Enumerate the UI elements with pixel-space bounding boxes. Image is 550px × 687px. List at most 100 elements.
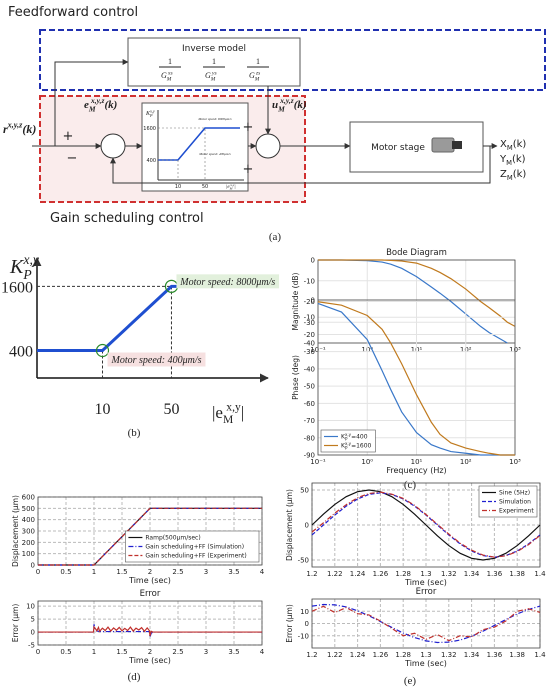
legend-label: Experiment — [499, 508, 534, 515]
schedule-line — [37, 284, 215, 353]
series-line — [311, 491, 541, 558]
x-axis-label: Time (sec) — [404, 659, 447, 668]
label-sup: zs — [255, 70, 260, 76]
x-tick-label: 3.5 — [228, 568, 239, 576]
annotation-bg — [176, 274, 280, 289]
y-tick-label: -50 — [304, 383, 315, 391]
sign: − — [67, 151, 78, 166]
label-sup: x,y — [226, 400, 241, 413]
signal-label: eMx,y,z(k) — [84, 96, 117, 113]
fraction-num: 1 — [256, 57, 260, 66]
x-tick-label: 2.5 — [172, 568, 183, 576]
y-tick-label: -20 — [304, 298, 315, 306]
label-base: r — [3, 122, 8, 136]
label-tail: (k) — [294, 99, 307, 111]
x-tick-label: 1 — [92, 648, 96, 656]
x-tick-label: 1.24 — [350, 570, 366, 578]
label-sub: P — [345, 446, 348, 451]
x-tick-label: 1.28 — [395, 651, 411, 659]
label-tail: | — [241, 403, 244, 422]
y-tick-label: 300 — [22, 528, 35, 536]
x-tick-label: 0.5 — [60, 648, 71, 656]
x-tick-label: 1.22 — [327, 651, 343, 659]
gain-label: Gain scheduling control — [50, 211, 204, 226]
y-tick-label: -30 — [304, 348, 315, 356]
label-sub: M — [229, 187, 233, 191]
label-sub: M — [88, 104, 96, 113]
signal — [54, 59, 129, 146]
x-tick-label: 1.5 — [116, 648, 127, 656]
x-tick-label: 1.34 — [464, 570, 480, 578]
label-sub: P — [345, 437, 348, 442]
chart-title: Error — [140, 589, 161, 599]
label-tail: | — [234, 185, 235, 190]
x-axis-label: Time (sec) — [128, 576, 171, 585]
y-tick-label: 400 — [9, 344, 33, 361]
y-tick-label: -50 — [298, 557, 309, 565]
label-base: K — [9, 256, 25, 278]
x-tick-label: 1.3 — [420, 570, 431, 578]
label-sub: P — [22, 267, 31, 282]
y-tick-label: 0 — [305, 522, 309, 530]
x-tick-label: 1.26 — [373, 570, 389, 578]
legend-label: Gain scheduling+FF (Experiment) — [145, 553, 246, 560]
x-tick-label: 1.38 — [509, 651, 525, 659]
x-tick-label: 0.5 — [60, 568, 71, 576]
label-sub: M — [210, 76, 216, 82]
label-base: K — [341, 443, 346, 450]
label-sup: ys — [211, 70, 217, 76]
label-sub: M — [254, 76, 260, 82]
x-tick-label: 0 — [36, 568, 40, 576]
label-tail: (k) — [513, 139, 527, 150]
y-tick-label: -10 — [304, 314, 315, 322]
label-base: X — [500, 139, 507, 150]
legend-label: Ramp(500μm/sec) — [145, 535, 200, 542]
label-base: K — [341, 434, 346, 441]
label-base: Z — [500, 169, 507, 180]
label-base: |e — [226, 185, 230, 190]
series-line — [318, 259, 508, 344]
legend-label: Simulation — [499, 499, 531, 506]
legend-label: Gain scheduling+FF (Simulation) — [145, 544, 244, 551]
label-tail: (k) — [513, 169, 527, 180]
x-tick-label: 1.3 — [420, 651, 431, 659]
x-tick-label: 2 — [148, 568, 152, 576]
x-tick-label: 3 — [204, 648, 208, 656]
fraction-den: GMzs — [249, 70, 260, 82]
feedforward-box — [39, 29, 546, 91]
label-base: Y — [499, 154, 507, 165]
x-tick-label: 10³ — [509, 458, 521, 466]
inset-label: |eMx,y| — [226, 183, 236, 191]
plant-box — [349, 121, 484, 173]
inset-tick: 400 — [146, 158, 156, 164]
output-label: YM(k) — [499, 154, 526, 167]
label-sup: x,y — [345, 441, 352, 446]
legend-box — [125, 530, 260, 563]
label-tail: =400 — [351, 434, 368, 441]
x-tick-label: 1.28 — [395, 570, 411, 578]
y-tick-label: -60 — [304, 400, 315, 408]
label-sub: M — [507, 144, 513, 152]
x-tick-label: 3.5 — [228, 648, 239, 656]
x-tick-label: 1.32 — [441, 651, 457, 659]
signal-label: rx,y,z(k) — [3, 121, 36, 136]
panel-label: (d) — [128, 671, 141, 683]
y-tick-label: -40 — [304, 340, 315, 348]
series-line — [311, 489, 541, 561]
y-axis-label: Magnitude (dB) — [291, 272, 300, 330]
label-sub: M — [277, 104, 285, 113]
inverse-box — [127, 37, 301, 87]
label-base: e — [84, 99, 89, 111]
label-sup: x,y — [149, 108, 155, 114]
label-base: G — [161, 71, 167, 80]
panel-label: (b) — [128, 427, 141, 439]
x-tick-label: 1.26 — [373, 651, 389, 659]
y-axis-label: Displacement (μm) — [11, 495, 20, 567]
inset-tick: 1600 — [143, 126, 156, 132]
inset-note: Motor speed: 8000μm/s — [197, 117, 232, 121]
y-tick-label: 0 — [31, 562, 35, 570]
series-line — [317, 302, 515, 456]
y-tick-label: -40 — [304, 365, 315, 373]
series-line — [38, 507, 262, 566]
y-tick-label: 400 — [22, 516, 35, 524]
